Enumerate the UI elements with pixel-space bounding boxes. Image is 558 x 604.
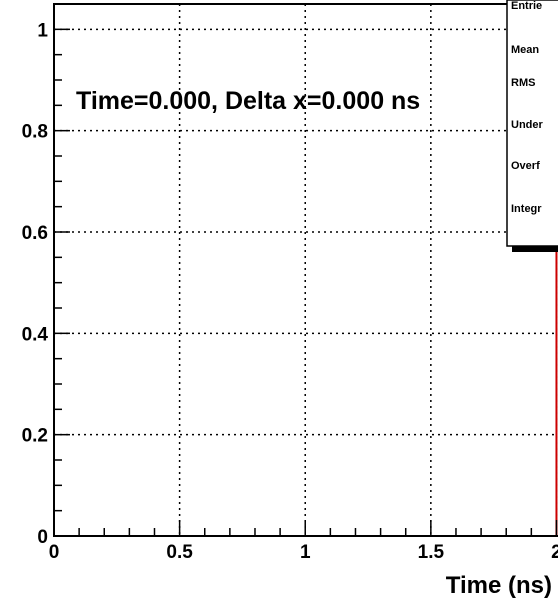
x-tick-labels: 0 0.5 1 1.5 2 xyxy=(49,542,558,563)
stats-labels: Entrie Mean RMS Under Overf Integr xyxy=(511,0,544,215)
stats-label: Under xyxy=(511,119,544,131)
x-tick-label: 2 xyxy=(551,542,558,563)
stats-label: RMS xyxy=(511,77,535,89)
x-tick-label: 1 xyxy=(300,542,311,563)
y-tick-label: 0.2 xyxy=(22,426,48,447)
x-tick-label: 0 xyxy=(49,542,60,563)
stats-box: Entrie Mean RMS Under Overf Integr xyxy=(506,0,558,252)
y-tick-label: 0.8 xyxy=(22,122,48,143)
y-tick-label: 1 xyxy=(37,20,48,41)
x-tick-label: 1.5 xyxy=(418,542,445,563)
y-tick-labels: 0 0.2 0.4 0.6 0.8 1 xyxy=(22,20,49,548)
stats-label: Integr xyxy=(511,203,542,215)
y-tick-label: 0.6 xyxy=(22,223,48,244)
y-tick-label: 0.4 xyxy=(22,324,49,345)
plot-frame xyxy=(53,3,558,537)
stats-label: Overf xyxy=(511,160,540,172)
stats-label: Entrie xyxy=(511,0,542,12)
stats-box-panel xyxy=(506,0,558,247)
stats-label: Mean xyxy=(511,44,539,56)
x-axis-title: Time (ns) xyxy=(446,572,552,599)
x-tick-label: 0.5 xyxy=(166,542,193,563)
axis-ticks xyxy=(53,3,558,537)
y-tick-label: 0 xyxy=(37,527,48,548)
time-annotation: Time=0.000, Delta x=0.000 ns xyxy=(76,87,420,115)
